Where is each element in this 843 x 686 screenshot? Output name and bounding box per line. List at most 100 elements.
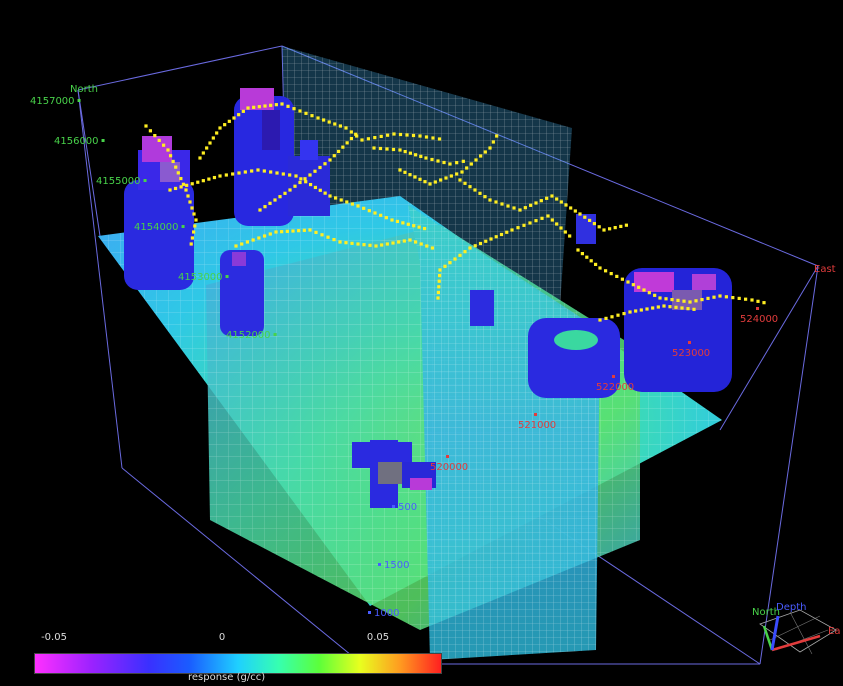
survey-station-dot (292, 107, 296, 111)
survey-station-dot (645, 307, 649, 311)
survey-station-dot (405, 133, 409, 137)
survey-station-dot (179, 176, 183, 181)
survey-station-dot (299, 177, 303, 181)
survey-station-dot (620, 277, 624, 281)
survey-station-dot (268, 201, 272, 205)
depth-tick-label: 1000 (374, 608, 399, 619)
depth-tick-mark (368, 611, 371, 614)
orientation-north-label: North (752, 607, 780, 618)
survey-station-dot (367, 209, 371, 213)
survey-station-dot (424, 135, 429, 139)
survey-station-dot (628, 310, 632, 314)
survey-station-dot (712, 295, 716, 299)
survey-station-dot (379, 134, 383, 138)
east-tick-label: 520000 (430, 462, 468, 473)
survey-station-dot (252, 105, 256, 109)
survey-station-dot (473, 188, 477, 192)
survey-station-dot (474, 158, 478, 162)
survey-station-dot (555, 222, 559, 226)
survey-station-dot (616, 313, 620, 317)
north-tick-label: 4157000 (30, 96, 75, 107)
survey-station-dot (610, 315, 614, 319)
survey-station-dot (313, 185, 318, 190)
survey-station-dot (378, 146, 383, 151)
survey-station-dot (350, 202, 354, 206)
survey-station-dot (263, 104, 267, 108)
survey-station-dot (518, 208, 522, 212)
east-tick-label: 524000 (740, 314, 778, 325)
survey-station-dot (323, 191, 327, 195)
survey-station-dot (422, 226, 427, 231)
orientation-north-arrow (762, 625, 774, 651)
survey-station-dot (360, 138, 364, 142)
survey-station-dot (408, 173, 412, 177)
survey-station-dot (438, 274, 442, 278)
survey-station-dot (256, 168, 260, 172)
north-tick-mark (101, 139, 105, 142)
survey-station-dot (349, 130, 353, 134)
survey-station-dot (174, 165, 178, 169)
survey-station-dot (762, 301, 766, 305)
survey-station-dot (423, 180, 427, 184)
survey-station-dot (341, 145, 345, 149)
survey-station-dot (403, 170, 407, 174)
survey-station-dot (327, 120, 331, 124)
survey-station-dot (488, 146, 492, 150)
survey-station-dot (332, 238, 336, 242)
orientation-widget[interactable]: North Depth Ea (752, 602, 840, 655)
survey-station-dot (285, 229, 289, 233)
survey-station-dot (338, 124, 342, 128)
survey-station-dot (637, 285, 641, 289)
survey-station-dot (350, 241, 354, 245)
survey-station-dot (615, 274, 619, 278)
survey-station-dot (308, 228, 312, 232)
survey-station-dot (356, 204, 360, 208)
survey-station-dot (428, 182, 432, 186)
survey-station-dot (483, 150, 487, 154)
anomaly-body-east-cluster (624, 268, 732, 392)
survey-station-dot (250, 169, 254, 173)
survey-station-dot (413, 175, 417, 179)
anomaly-body-center (470, 290, 494, 326)
survey-station-dot (291, 229, 295, 233)
survey-station-dot (184, 188, 188, 192)
survey-station-dot (598, 318, 602, 322)
survey-station-dot (173, 186, 178, 191)
survey-station-dot (724, 295, 728, 299)
survey-station-dot (461, 159, 465, 163)
survey-station-dot (653, 293, 657, 297)
survey-station-dot (192, 212, 196, 216)
colorbar (34, 653, 442, 674)
survey-station-dot (602, 228, 606, 232)
survey-station-dot (598, 266, 602, 270)
survey-station-dot (455, 172, 459, 176)
survey-station-dot (489, 237, 493, 241)
survey-station-dot (168, 188, 172, 192)
survey-station-lines (144, 102, 766, 322)
survey-station-dot (268, 232, 272, 236)
survey-station-dot (499, 232, 504, 237)
survey-station-dot (559, 200, 563, 204)
east-tick-mark (756, 307, 759, 310)
survey-station-dot (398, 168, 402, 172)
anomaly-body-west (220, 250, 264, 336)
survey-station-dot (298, 109, 302, 113)
survey-station-dot (495, 134, 499, 138)
survey-station-dot (362, 206, 366, 210)
survey-station-dot (240, 242, 244, 246)
survey-station-dot (419, 242, 423, 246)
east-tick-mark (612, 375, 615, 378)
survey-station-dot (190, 236, 194, 240)
survey-station-dot (448, 162, 452, 166)
survey-station-dot (162, 143, 166, 147)
colorbar-title: response (g/cc) (188, 672, 266, 683)
survey-station-dot (144, 124, 148, 128)
survey-station-dot (332, 154, 336, 158)
survey-station-dot (436, 290, 440, 294)
survey-station-dot (237, 171, 241, 175)
survey-station-dot (168, 154, 173, 158)
survey-station-dot (692, 307, 696, 311)
east-axis: East 520000 521000 522000 523000 524000 (430, 264, 836, 473)
survey-station-dot (390, 218, 394, 222)
